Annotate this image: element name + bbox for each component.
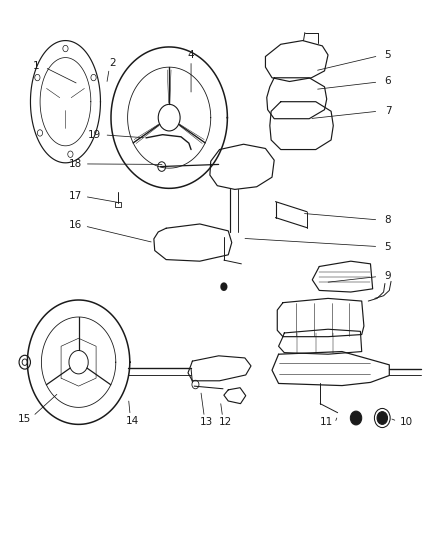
Text: 6: 6: [384, 77, 390, 86]
Text: 5: 5: [384, 242, 390, 252]
Text: 15: 15: [18, 414, 31, 424]
Text: 1: 1: [32, 61, 39, 70]
Text: 2: 2: [109, 59, 115, 68]
Text: 7: 7: [384, 106, 390, 116]
Text: 14: 14: [125, 416, 138, 426]
Circle shape: [220, 282, 227, 291]
Text: 5: 5: [384, 50, 390, 60]
Text: 4: 4: [187, 51, 194, 60]
Text: 10: 10: [399, 417, 413, 427]
Text: 13: 13: [199, 417, 212, 427]
Text: 19: 19: [88, 130, 101, 140]
Text: 9: 9: [384, 271, 390, 281]
Circle shape: [376, 411, 387, 424]
Text: 8: 8: [384, 215, 390, 225]
Text: 12: 12: [218, 417, 231, 427]
Text: 17: 17: [68, 191, 81, 201]
Text: 11: 11: [319, 417, 332, 427]
Circle shape: [350, 411, 361, 425]
Text: 18: 18: [68, 159, 81, 169]
Text: 16: 16: [68, 220, 81, 230]
